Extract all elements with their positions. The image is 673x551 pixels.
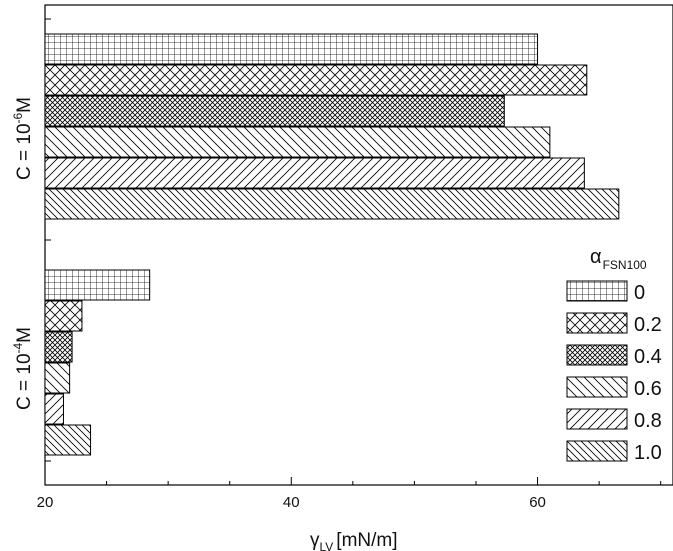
- legend-swatch-0: [566, 280, 628, 302]
- group-label-upper-base: C = 10: [14, 123, 35, 180]
- legend-swatch-0.6: [566, 376, 628, 398]
- group-label-upper: C = 10-6M: [11, 97, 35, 180]
- y-axis-ticks: [45, 18, 51, 462]
- bar-group1-series-0: [44, 33, 539, 65]
- x-axis-label-symbol: γ: [310, 530, 320, 551]
- legend-swatch-0.2: [566, 312, 628, 334]
- legend: αFSN100 0 0.2 0.4 0.6 0.8 1.0: [566, 246, 662, 464]
- legend-swatch-1.0: [566, 440, 628, 462]
- group-label-lower-exp: -4: [11, 342, 25, 353]
- legend-label-0.2: 0.2: [634, 314, 662, 336]
- bar-group1-series-0.4: [44, 95, 505, 127]
- group-label-lower-unit: M: [14, 327, 35, 343]
- bar-group1-series-0.2: [44, 64, 588, 96]
- bars-layer: [44, 33, 620, 456]
- bar-group2-series-1.0: [44, 424, 92, 456]
- bar-group2-series-0: [44, 269, 151, 301]
- group-label-upper-unit: M: [14, 97, 35, 113]
- group-label-lower: C = 10-4M: [11, 327, 35, 410]
- legend-swatch-0.4: [566, 344, 628, 366]
- legend-swatch-0.8: [566, 408, 628, 430]
- x-tick-label-20: 20: [37, 494, 54, 511]
- bar-group1-series-0.6: [44, 126, 551, 158]
- legend-label-0.8: 0.8: [634, 410, 662, 432]
- bar-group2-series-0.6: [44, 362, 71, 394]
- x-axis-label: γLV [mN/m]: [310, 530, 398, 551]
- bar-group1-series-1.0: [44, 188, 620, 220]
- x-axis-ticks: 20 40 60: [37, 477, 662, 511]
- plot-frame: [44, 4, 673, 486]
- legend-label-0.6: 0.6: [634, 378, 662, 400]
- legend-title-symbol: α: [590, 246, 602, 268]
- bar-group2-series-0.8: [44, 393, 64, 425]
- bar-group2-series-0.4: [44, 331, 73, 363]
- group-label-upper-exp: -6: [11, 112, 25, 123]
- bar-group1-series-0.8: [44, 157, 585, 189]
- legend-label-0.4: 0.4: [634, 346, 662, 368]
- x-tick-label-60: 60: [529, 494, 546, 511]
- x-axis-label-unit: [mN/m]: [336, 530, 397, 551]
- bar-group2-series-0.2: [44, 300, 83, 332]
- legend-title-subscript: FSN100: [603, 258, 647, 272]
- legend-title: αFSN100: [590, 246, 647, 272]
- group-label-lower-base: C = 10: [14, 353, 35, 410]
- legend-label-1.0: 1.0: [634, 442, 662, 464]
- x-tick-label-40: 40: [283, 494, 300, 511]
- x-axis-label-subscript: LV: [320, 540, 334, 551]
- legend-label-0: 0: [634, 282, 645, 304]
